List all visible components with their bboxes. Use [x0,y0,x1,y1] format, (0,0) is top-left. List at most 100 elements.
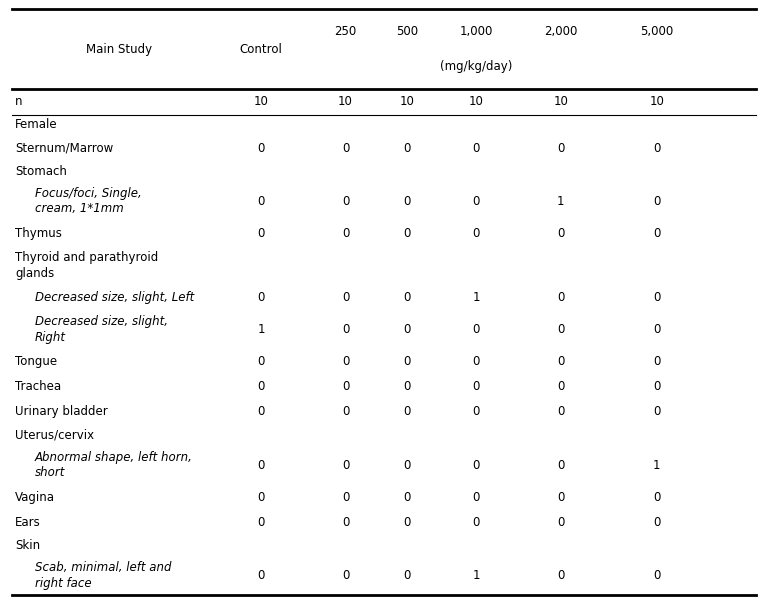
Text: 0: 0 [257,569,265,582]
Text: 0: 0 [403,569,411,582]
Text: 0: 0 [342,194,349,208]
Text: 0: 0 [653,516,660,529]
Text: 0: 0 [472,381,480,393]
Text: Thyroid and parathyroid
glands: Thyroid and parathyroid glands [15,251,159,280]
Text: Abnormal shape, left horn,
short: Abnormal shape, left horn, short [35,451,193,480]
Text: 0: 0 [342,381,349,393]
Text: 0: 0 [342,490,349,504]
Text: 0: 0 [342,141,349,155]
Text: 0: 0 [257,516,265,529]
Text: 0: 0 [557,381,564,393]
Text: 0: 0 [403,355,411,368]
Text: 0: 0 [557,516,564,529]
Text: 0: 0 [403,381,411,393]
Text: Ears: Ears [15,516,41,529]
Text: Decreased size, slight,
Right: Decreased size, slight, Right [35,315,167,344]
Text: Decreased size, slight, Left: Decreased size, slight, Left [35,291,194,304]
Text: 0: 0 [403,323,411,336]
Text: Trachea: Trachea [15,381,61,393]
Text: 0: 0 [472,490,480,504]
Text: Female: Female [15,118,58,132]
Text: 0: 0 [653,569,660,582]
Text: 0: 0 [342,355,349,368]
Text: 0: 0 [342,323,349,336]
Text: 0: 0 [342,291,349,304]
Text: 0: 0 [257,141,265,155]
Text: Focus/foci, Single,
cream, 1*1mm: Focus/foci, Single, cream, 1*1mm [35,187,141,216]
Text: 0: 0 [342,405,349,419]
Text: Main Study: Main Study [86,43,152,56]
Text: 0: 0 [342,516,349,529]
Text: 0: 0 [472,355,480,368]
Text: 1: 1 [472,569,480,582]
Text: 1: 1 [257,323,265,336]
Text: 10: 10 [553,95,568,109]
Text: Sternum/Marrow: Sternum/Marrow [15,141,114,155]
Text: 10: 10 [253,95,269,109]
Text: 0: 0 [653,323,660,336]
Text: 0: 0 [342,458,349,472]
Text: 0: 0 [257,355,265,368]
Text: Scab, minimal, left and
right face: Scab, minimal, left and right face [35,561,171,590]
Text: 0: 0 [557,323,564,336]
Text: (mg/kg/day): (mg/kg/day) [440,60,512,73]
Text: 10: 10 [399,95,415,109]
Text: 0: 0 [472,458,480,472]
Text: 10: 10 [649,95,664,109]
Text: 1,000: 1,000 [459,25,493,38]
Text: 0: 0 [472,516,480,529]
Text: 0: 0 [653,490,660,504]
Text: 5,000: 5,000 [640,25,674,38]
Text: 0: 0 [557,490,564,504]
Text: 0: 0 [403,458,411,472]
Text: 0: 0 [403,291,411,304]
Text: 0: 0 [653,226,660,240]
Text: 0: 0 [257,381,265,393]
Text: 250: 250 [335,25,356,38]
Text: 0: 0 [403,226,411,240]
Text: 0: 0 [557,569,564,582]
Text: 1: 1 [557,194,564,208]
Text: 0: 0 [403,141,411,155]
Text: 0: 0 [557,226,564,240]
Text: 0: 0 [257,490,265,504]
Text: 0: 0 [403,194,411,208]
Text: 0: 0 [257,226,265,240]
Text: 0: 0 [472,405,480,419]
Text: Stomach: Stomach [15,164,68,178]
Text: 0: 0 [653,141,660,155]
Text: 0: 0 [257,405,265,419]
Text: Tongue: Tongue [15,355,58,368]
Text: 0: 0 [403,490,411,504]
Text: 0: 0 [342,569,349,582]
Text: 0: 0 [472,141,480,155]
Text: 0: 0 [653,405,660,419]
Text: 0: 0 [403,516,411,529]
Text: 0: 0 [653,381,660,393]
Text: 0: 0 [653,291,660,304]
Text: Urinary bladder: Urinary bladder [15,405,108,419]
Text: 0: 0 [472,194,480,208]
Text: 0: 0 [342,226,349,240]
Text: 0: 0 [403,405,411,419]
Text: 0: 0 [257,458,265,472]
Text: 0: 0 [257,194,265,208]
Text: 0: 0 [557,291,564,304]
Text: 1: 1 [653,458,660,472]
Text: 10: 10 [338,95,353,109]
Text: 0: 0 [472,323,480,336]
Text: n: n [15,95,23,109]
Text: 0: 0 [653,194,660,208]
Text: 0: 0 [557,458,564,472]
Text: 0: 0 [557,141,564,155]
Text: 0: 0 [472,226,480,240]
Text: 500: 500 [396,25,418,38]
Text: 0: 0 [653,355,660,368]
Text: Vagina: Vagina [15,490,55,504]
Text: 1: 1 [472,291,480,304]
Text: 10: 10 [468,95,484,109]
Text: 0: 0 [557,355,564,368]
Text: 2,000: 2,000 [544,25,578,38]
Text: Thymus: Thymus [15,226,62,240]
Text: 0: 0 [557,405,564,419]
